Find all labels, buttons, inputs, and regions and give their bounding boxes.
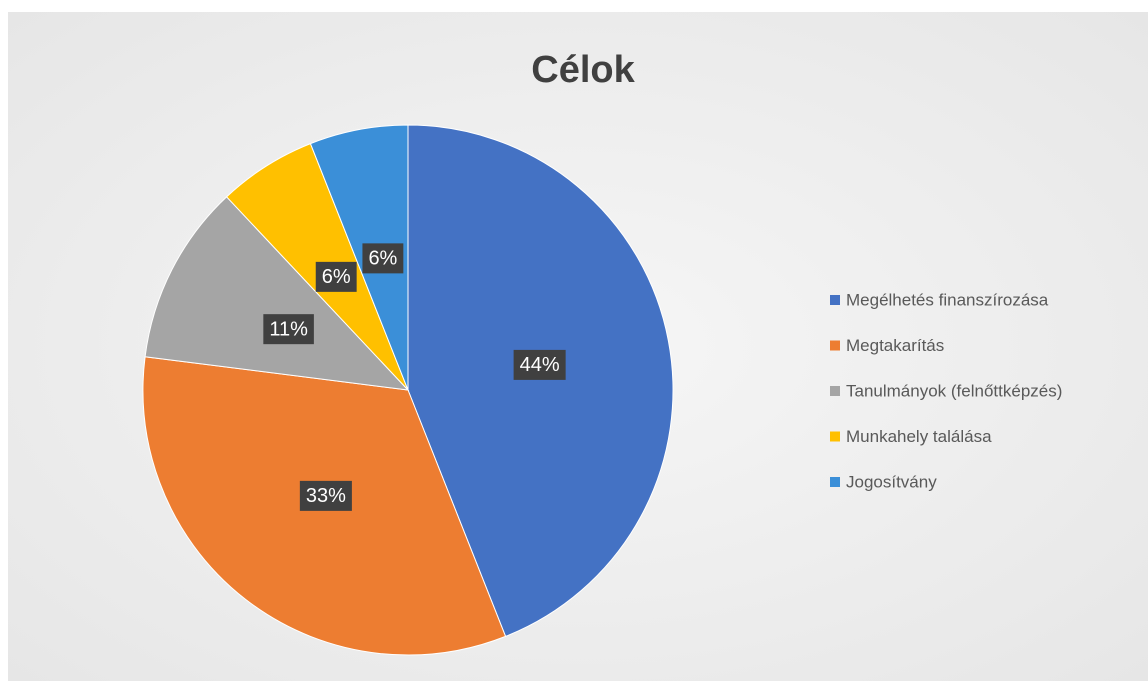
pie-slice (407, 124, 674, 638)
legend-label: Munkahely találása (846, 427, 992, 446)
legend-swatch (830, 340, 840, 351)
data-label: 33% (306, 485, 346, 507)
legend-label: Megélhetés finanszírozása (846, 290, 1049, 309)
data-label-box (299, 480, 352, 511)
legend-label: Megtakarítás (846, 336, 944, 355)
pie-slice (144, 196, 410, 391)
legend-label: Tanulmányok (felnőttképzés) (846, 381, 1062, 400)
legend-swatch (830, 386, 840, 396)
data-label-box (263, 314, 314, 345)
legend-label: Jogosítvány (846, 472, 937, 491)
legend-swatch (830, 431, 840, 442)
data-label: 6% (368, 248, 397, 270)
legend-swatch (830, 477, 840, 487)
data-label-box (362, 243, 404, 274)
legend-swatch (830, 295, 840, 305)
data-label: 6% (322, 266, 351, 288)
data-label: 11% (269, 318, 308, 340)
data-label: 44% (520, 354, 560, 376)
chart-title: Célok (531, 49, 635, 91)
pie-slice (309, 124, 409, 391)
data-label-box (315, 261, 357, 292)
data-label-box (513, 349, 566, 380)
